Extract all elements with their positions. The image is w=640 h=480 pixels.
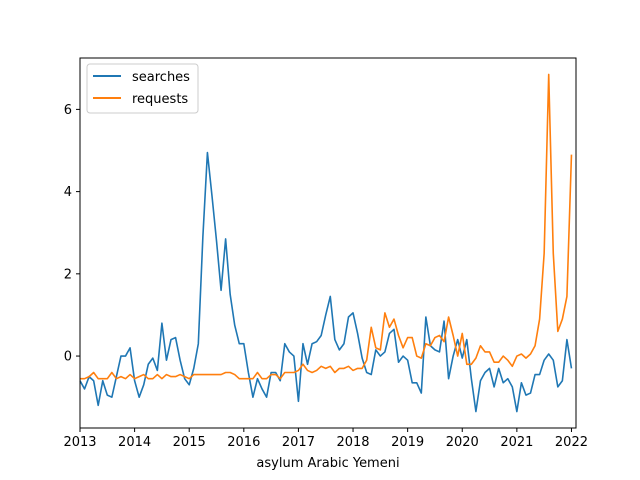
x-axis-ticks: 2013 2014 2015 2016 2017 2018 2019 2020 2021 2022 bbox=[63, 428, 588, 450]
x-tick-label: 2020 bbox=[446, 435, 479, 450]
y-tick-label: 6 bbox=[64, 103, 72, 118]
y-axis-ticks: 0 2 4 6 bbox=[64, 103, 80, 365]
x-tick-label: 2022 bbox=[555, 435, 588, 450]
x-tick-label: 2018 bbox=[336, 435, 369, 450]
series-line-requests bbox=[80, 73, 573, 380]
legend-label-searches: searches bbox=[132, 70, 190, 85]
legend-label-requests: requests bbox=[132, 92, 188, 107]
series-line-searches bbox=[79, 151, 573, 413]
x-tick-label: 2017 bbox=[282, 435, 315, 450]
x-tick-label: 2016 bbox=[227, 435, 260, 450]
x-axis-label: asylum Arabic Yemeni bbox=[256, 456, 399, 471]
series-layer bbox=[79, 73, 573, 413]
x-tick-label: 2015 bbox=[173, 435, 206, 450]
x-tick-label: 2014 bbox=[118, 435, 151, 450]
plot-area bbox=[80, 58, 576, 428]
plot-frame bbox=[79, 57, 577, 429]
legend: searches requests bbox=[86, 63, 199, 114]
y-tick-label: 2 bbox=[64, 267, 72, 282]
x-tick-label: 2013 bbox=[63, 435, 96, 450]
x-tick-label: 2019 bbox=[391, 435, 424, 450]
y-tick-label: 4 bbox=[64, 185, 72, 200]
y-tick-label: 0 bbox=[64, 350, 72, 365]
x-tick-label: 2021 bbox=[500, 435, 533, 450]
